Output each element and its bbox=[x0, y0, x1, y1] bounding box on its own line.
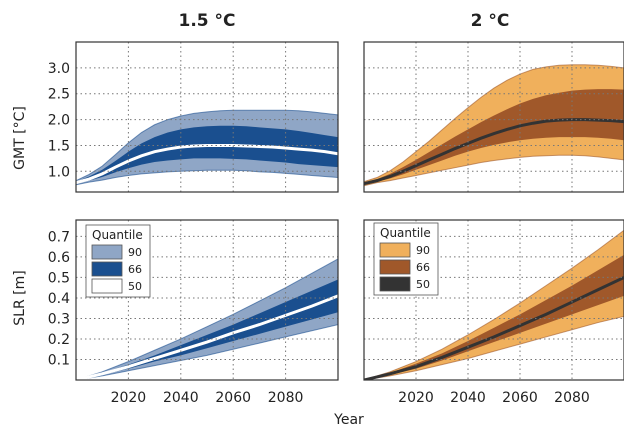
x-tick-label: 2080 bbox=[554, 390, 590, 406]
legend-entry: 50 bbox=[416, 278, 430, 291]
y-tick-label: 1.0 bbox=[48, 164, 70, 180]
legend-swatch bbox=[379, 276, 411, 292]
x-tick-label: 2060 bbox=[502, 390, 538, 406]
legend-entry: 90 bbox=[128, 246, 142, 259]
x-tick-label: 2020 bbox=[398, 390, 434, 406]
legend-title: Quantile bbox=[92, 228, 143, 242]
y-axis-label-slr: SLR [m] bbox=[12, 270, 28, 325]
band-q90-lower-edge bbox=[76, 324, 338, 380]
legend-swatch bbox=[91, 261, 123, 277]
y-tick-label: 0.2 bbox=[48, 332, 70, 348]
x-tick-label: 2040 bbox=[450, 390, 486, 406]
y-tick-label: 0.3 bbox=[48, 311, 70, 327]
y-tick-label: 0.4 bbox=[48, 291, 70, 307]
panel-bottom-right: 2020 2040 2060 2080 bbox=[363, 219, 624, 406]
y-axis-label-gmt: GMT [°C] bbox=[12, 106, 28, 170]
panel-title-left: 1.5 °C bbox=[178, 11, 235, 31]
band-q90-upper-edge bbox=[76, 258, 338, 380]
legend: Quantile 90 66 50 bbox=[85, 224, 151, 298]
legend-entry: 66 bbox=[416, 261, 430, 274]
x-tick-label: 2080 bbox=[268, 390, 304, 406]
legend-swatch bbox=[379, 242, 411, 258]
y-tick-label: 1.5 bbox=[48, 138, 70, 154]
x-tick-label: 2020 bbox=[111, 390, 147, 406]
plot-frame bbox=[75, 41, 339, 193]
band-q90-upper-edge bbox=[364, 229, 624, 380]
y-tick-label: 0.5 bbox=[48, 270, 70, 286]
y-tick-label: 2.0 bbox=[48, 113, 70, 129]
band-q90-upper-edge bbox=[364, 64, 624, 183]
legend-title: Quantile bbox=[380, 226, 431, 240]
band-q66 bbox=[76, 125, 338, 184]
y-tick-label: 3.0 bbox=[48, 61, 70, 77]
y-tick-label: 2.5 bbox=[48, 87, 70, 103]
y-tick-label: 0.1 bbox=[48, 352, 70, 368]
band-q90-lower-edge bbox=[76, 169, 338, 186]
legend-entry: 66 bbox=[128, 263, 142, 276]
legend-entry: 50 bbox=[128, 280, 142, 293]
panel-top-left: 1.0 1.5 2.0 2.5 3.0 bbox=[48, 41, 339, 193]
x-axis-label: Year bbox=[333, 412, 364, 428]
plot-frame bbox=[363, 41, 624, 193]
band-q90-upper-edge bbox=[76, 109, 338, 182]
x-tick-label: 2040 bbox=[163, 390, 199, 406]
x-tick-label: 2060 bbox=[215, 390, 251, 406]
median-line bbox=[76, 294, 338, 380]
legend-swatch bbox=[379, 259, 411, 275]
plot-frame bbox=[363, 219, 624, 381]
panel-title-right: 2 °C bbox=[471, 11, 510, 31]
panel-top-right bbox=[363, 41, 624, 193]
band-q90-lower-edge bbox=[364, 315, 624, 380]
plot-frame bbox=[75, 219, 339, 381]
panel-bottom-left: 0.1 0.2 0.3 0.4 0.5 0.6 0.7 2020 2040 2060 2080 bbox=[48, 219, 339, 406]
band-q90-lower-edge bbox=[364, 154, 624, 187]
legend: Quantile 90 66 50 bbox=[373, 222, 439, 296]
y-tick-label: 0.7 bbox=[48, 229, 70, 245]
legend-entry: 90 bbox=[416, 244, 430, 257]
y-tick-label: 0.6 bbox=[48, 250, 70, 266]
legend-swatch bbox=[91, 278, 123, 294]
legend-swatch bbox=[91, 244, 123, 260]
